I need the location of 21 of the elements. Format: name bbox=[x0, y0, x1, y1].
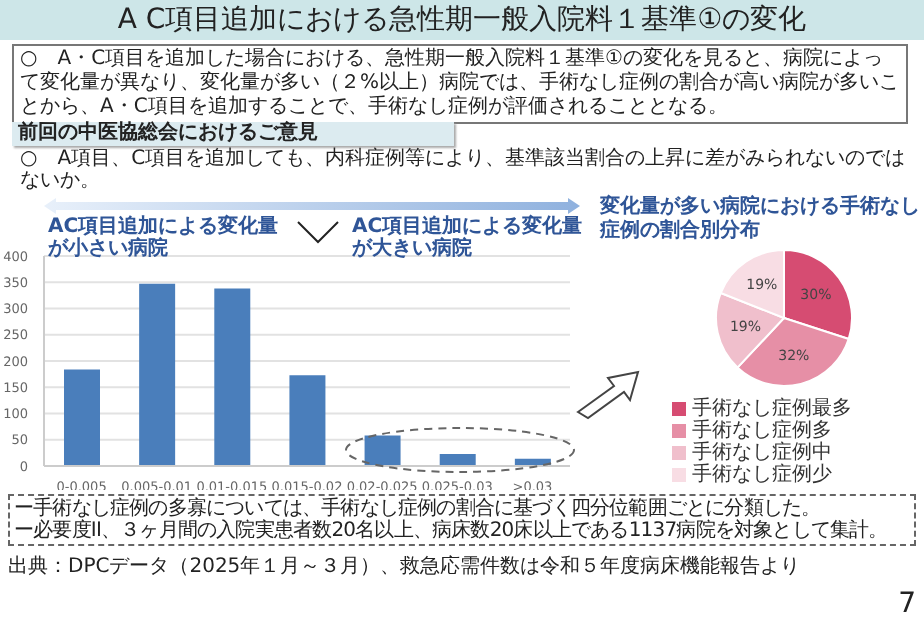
legend-label: 手術なし症例最多 bbox=[692, 398, 852, 420]
bar bbox=[289, 375, 326, 466]
bar bbox=[364, 435, 401, 466]
text: 前回の中医協総会におけるご意見 bbox=[12, 122, 454, 146]
source-note: 出典：DPCデータ（2025年１月～３月）、救急応需件数は令和５年度病床機能報告より bbox=[8, 556, 803, 580]
bar bbox=[64, 369, 100, 466]
text: ○ A項目、C項目を追加しても、内科症例等により、基準該当割合の上昇に差がみられないのではないか。 bbox=[20, 148, 908, 192]
chart-title: A C項目追加における急性期一般入院料１基準①の変化 bbox=[0, 0, 924, 40]
annotation: AC項目追加による変化量が小さい病院 bbox=[48, 216, 281, 260]
text: ー必要度II、３ヶ月間の入院実患者数20名以上、病床数20床以上である1137病院を対象として集計。 bbox=[14, 520, 890, 542]
chart-title: 変化量が多い病院における手術なし症例の割合別分布 bbox=[600, 196, 920, 244]
text: 7 bbox=[896, 588, 916, 620]
annotation: AC項目追加による変化量が大きい病院 bbox=[352, 216, 585, 260]
text: ー手術なし症例の多寡については、手術なし症例の割合に基づく四分位範囲ごとに分類した。 bbox=[14, 498, 823, 520]
text: ○ A・C項目を追加した場合における、急性期一般入院料１基準①の変化を見ると、病院によって変化量が異なり、変化量が多い（２%以上）病院では、手術なし症例の割合が高い病院が多いことから、A・C項目を追加することで、手術なし症例が評価されることとなる。 bbox=[12, 44, 908, 124]
legend-label: 手術なし症例多 bbox=[692, 420, 832, 442]
bar bbox=[439, 453, 476, 466]
bar bbox=[139, 283, 176, 466]
legend-label: 手術なし症例中 bbox=[692, 442, 832, 464]
bar bbox=[214, 288, 251, 466]
legend-label: 手術なし症例少 bbox=[692, 464, 832, 486]
